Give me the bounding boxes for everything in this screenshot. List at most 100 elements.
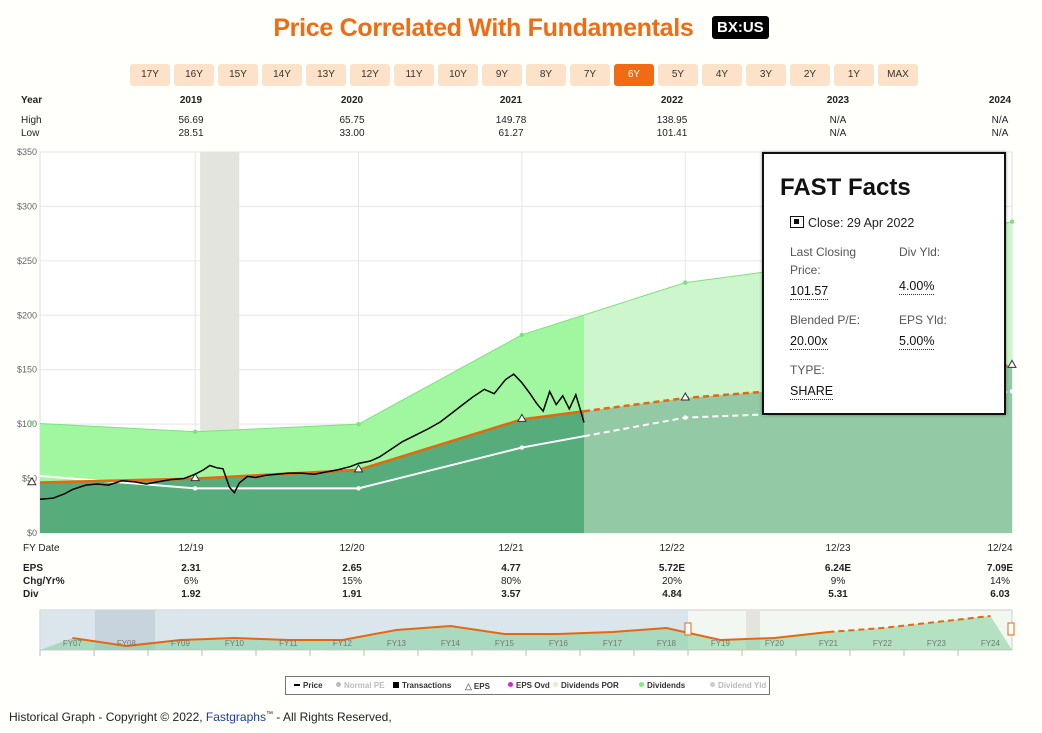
period-button-7y[interactable]: 7Y (570, 64, 610, 86)
period-button-15y[interactable]: 15Y (218, 64, 258, 86)
legend-label: Dividend Yld (718, 681, 767, 690)
eps-cell: 5.72E (658, 563, 686, 574)
period-button-17y[interactable]: 17Y (130, 64, 170, 86)
div-cell: 3.57 (501, 589, 521, 600)
div-cell: 1.92 (181, 589, 201, 600)
eps-cell: 2.31 (181, 563, 201, 574)
period-button-6y[interactable]: 6Y (614, 64, 654, 86)
green-band-point (519, 332, 525, 338)
low-cell: N/A (991, 128, 1009, 139)
dividend-point (192, 486, 198, 491)
year-cell: 2019 (179, 95, 203, 106)
navigator-year-label: FY14 (441, 639, 461, 648)
legend-item-dividend-yld[interactable]: Dividend Yld (710, 681, 766, 690)
year-cell: 2022 (660, 95, 684, 106)
period-button-16y[interactable]: 16Y (174, 64, 214, 86)
legend-item-dividends-por[interactable]: Dividends POR (553, 681, 619, 690)
fy-date-cell: 12/23 (825, 543, 851, 554)
navigator-eps-line (72, 624, 829, 648)
y-tick-label: $250 (17, 256, 37, 266)
legend-label: Price (303, 681, 323, 690)
period-button-9y[interactable]: 9Y (482, 64, 522, 86)
eps-marker (26, 476, 37, 486)
y-tick-label: $200 (17, 310, 37, 320)
last-closing-price-value[interactable]: 101.57 (790, 284, 829, 300)
legend-symbol-dot (508, 682, 513, 687)
navigator-handle-left[interactable] (684, 622, 692, 636)
period-button-4y[interactable]: 4Y (702, 64, 742, 86)
chart-title-bar: Price Correlated With Fundamentals BX:US (0, 14, 1042, 43)
dividend-point (519, 445, 525, 450)
period-button-13y[interactable]: 13Y (306, 64, 346, 86)
normal-pe-area (40, 411, 584, 533)
fast-facts-title: FAST Facts (780, 174, 911, 201)
legend-label: EPS Ovd (516, 681, 550, 690)
period-button-10y[interactable]: 10Y (438, 64, 478, 86)
legend-item-transactions[interactable]: Transactions (393, 681, 451, 690)
blended-pe-value[interactable]: 20.00x (790, 334, 828, 350)
green-band-point (29, 420, 35, 426)
y-tick-label: $0 (27, 528, 37, 538)
year-cell: 2023 (826, 95, 850, 106)
blended-pe-label: Blended P/E: (790, 313, 861, 327)
green-band-point (192, 429, 198, 434)
footer: Historical Graph - Copyright © 2022, Fas… (9, 710, 392, 724)
period-button-1y[interactable]: 1Y (834, 64, 874, 86)
period-button-3y[interactable]: 3Y (746, 64, 786, 86)
eps-yld-label: EPS Yld: (899, 313, 947, 327)
fy-date-label: FY Date (23, 543, 60, 554)
legend-label: EPS (473, 682, 490, 691)
dividend-point (356, 486, 361, 491)
legend-label: Dividends (647, 681, 686, 690)
footer-prefix: Historical Graph - Copyright © 2022, (9, 710, 206, 724)
period-button-8y[interactable]: 8Y (526, 64, 566, 86)
fy-date-cell: 12/20 (339, 543, 365, 554)
ticker-badge: BX:US (712, 16, 769, 39)
period-button-12y[interactable]: 12Y (350, 64, 390, 86)
legend-item-eps[interactable]: △ EPS (465, 681, 490, 692)
legend-item-price[interactable]: Price (294, 681, 323, 690)
period-button-2y[interactable]: 2Y (790, 64, 830, 86)
footer-suffix: - All Rights Reserved, (272, 710, 392, 724)
low-cell: 28.51 (178, 128, 204, 139)
legend-item-eps-ovd[interactable]: EPS Ovd (508, 681, 550, 690)
navigator-handle-right[interactable] (1007, 622, 1015, 636)
eps-yld-value[interactable]: 5.00% (899, 334, 935, 350)
high-cell: 138.95 (656, 115, 688, 126)
y-tick-label: $150 (17, 365, 37, 375)
period-button-5y[interactable]: 5Y (658, 64, 698, 86)
last-closing-price-label: Last Closing Price: (790, 245, 857, 277)
dividend-point (29, 473, 35, 478)
legend-symbol-dash (294, 684, 300, 686)
navigator-area (40, 616, 1012, 650)
navigator-year-label: FY13 (387, 639, 407, 648)
period-button-14y[interactable]: 14Y (262, 64, 302, 86)
year-cell: 2021 (499, 95, 523, 106)
fy-date-cell: 12/24 (987, 543, 1013, 554)
year-cell: 2020 (340, 95, 364, 106)
legend-item-normal-pe[interactable]: Normal PE (336, 681, 384, 690)
legend-symbol-triangle: △ (465, 681, 472, 691)
eps-cell: 7.09E (986, 563, 1014, 574)
period-button-max[interactable]: MAX (878, 64, 918, 86)
eps-cell: 4.77 (501, 563, 521, 574)
high-cell: N/A (829, 115, 847, 126)
navigator-year-label: FY15 (495, 639, 515, 648)
low-row-label: Low (21, 128, 40, 139)
navigator-year-label: FY10 (225, 639, 245, 648)
legend-symbol-dot (553, 682, 558, 687)
div-yld-value[interactable]: 4.00% (899, 279, 935, 295)
fastgraphs-link[interactable]: Fastgraphs (205, 710, 266, 724)
legend-item-dividends[interactable]: Dividends (639, 681, 685, 690)
div-cell: 4.84 (662, 589, 682, 600)
fast-facts-panel: FAST Facts Close: 29 Apr 2022 Last Closi… (762, 152, 1006, 415)
calendar-icon (790, 216, 804, 228)
navigator-year-label: FY07 (63, 639, 83, 648)
period-button-11y[interactable]: 11Y (394, 64, 434, 86)
type-value[interactable]: SHARE (790, 384, 834, 400)
page-title: Price Correlated With Fundamentals (273, 14, 694, 42)
chart-legend: Price Normal PE Transactions △ EPS EPS Ovd Div… (285, 676, 770, 695)
navigator-year-label: FY12 (333, 639, 353, 648)
type-label: TYPE: (790, 363, 825, 377)
dividend-point (1009, 389, 1015, 394)
